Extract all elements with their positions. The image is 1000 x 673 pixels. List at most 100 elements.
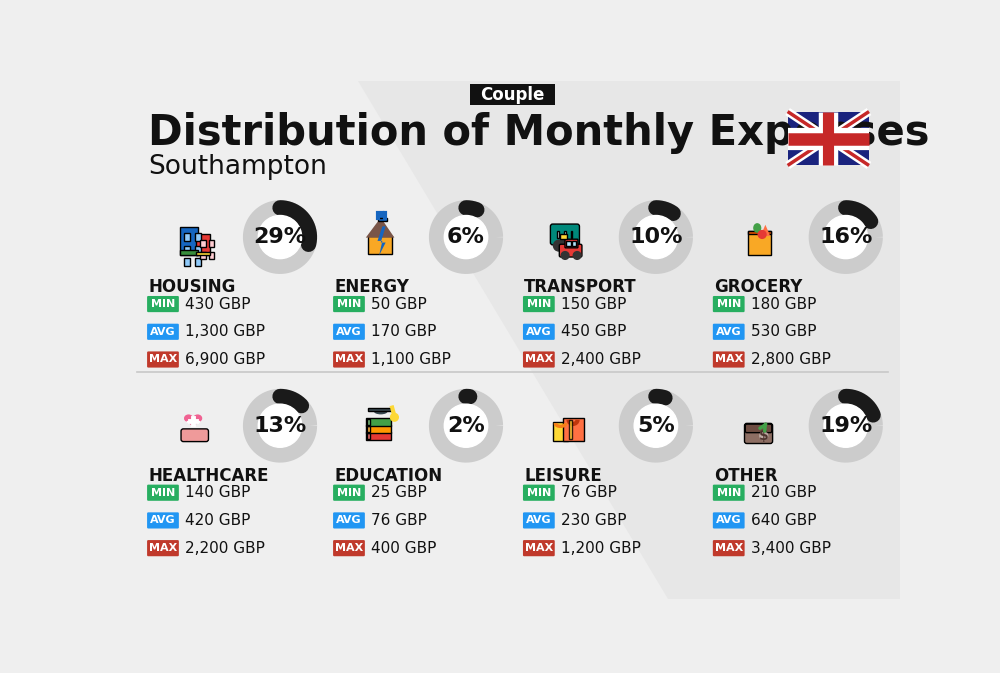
Text: 2,200 GBP: 2,200 GBP — [185, 540, 265, 556]
Text: 150 GBP: 150 GBP — [561, 297, 627, 312]
Polygon shape — [358, 81, 900, 599]
Polygon shape — [761, 225, 770, 236]
FancyBboxPatch shape — [713, 485, 745, 501]
FancyBboxPatch shape — [523, 512, 555, 528]
Text: 6,900 GBP: 6,900 GBP — [185, 352, 266, 367]
Text: MIN: MIN — [337, 299, 361, 309]
FancyBboxPatch shape — [181, 429, 208, 441]
FancyBboxPatch shape — [368, 236, 392, 254]
FancyBboxPatch shape — [553, 421, 568, 441]
FancyBboxPatch shape — [713, 351, 745, 367]
Text: 50 GBP: 50 GBP — [371, 297, 427, 312]
Text: AVG: AVG — [150, 516, 176, 526]
FancyBboxPatch shape — [378, 217, 387, 221]
Text: 5%: 5% — [637, 416, 675, 435]
Text: AVG: AVG — [336, 516, 362, 526]
FancyBboxPatch shape — [713, 540, 745, 557]
FancyBboxPatch shape — [366, 425, 391, 433]
Text: ENERGY: ENERGY — [334, 278, 409, 296]
Text: HEALTHCARE: HEALTHCARE — [148, 467, 269, 485]
Text: 76 GBP: 76 GBP — [371, 513, 427, 528]
Text: 170 GBP: 170 GBP — [371, 324, 437, 339]
Text: 2,800 GBP: 2,800 GBP — [751, 352, 831, 367]
Circle shape — [258, 215, 302, 258]
Circle shape — [824, 404, 867, 448]
Circle shape — [758, 231, 766, 238]
Text: MIN: MIN — [527, 299, 551, 309]
Text: MIN: MIN — [151, 488, 175, 498]
Text: MAX: MAX — [525, 543, 553, 553]
Text: 420 GBP: 420 GBP — [185, 513, 251, 528]
FancyBboxPatch shape — [184, 258, 190, 266]
Text: Distribution of Monthly Expenses: Distribution of Monthly Expenses — [148, 112, 930, 154]
Circle shape — [391, 413, 398, 421]
FancyBboxPatch shape — [209, 252, 214, 259]
Text: LEISURE: LEISURE — [524, 467, 602, 485]
FancyBboxPatch shape — [523, 540, 555, 557]
FancyBboxPatch shape — [470, 84, 555, 106]
FancyBboxPatch shape — [560, 234, 567, 240]
FancyBboxPatch shape — [333, 512, 365, 528]
Text: 10%: 10% — [629, 227, 683, 247]
FancyBboxPatch shape — [559, 244, 582, 257]
FancyBboxPatch shape — [368, 408, 392, 411]
FancyBboxPatch shape — [195, 234, 201, 241]
FancyBboxPatch shape — [745, 423, 773, 444]
FancyBboxPatch shape — [200, 252, 206, 259]
Text: 6%: 6% — [447, 227, 485, 247]
FancyBboxPatch shape — [195, 258, 201, 266]
FancyBboxPatch shape — [147, 296, 179, 312]
Text: 1,200 GBP: 1,200 GBP — [561, 540, 641, 556]
Polygon shape — [184, 419, 202, 427]
Text: 1,100 GBP: 1,100 GBP — [371, 352, 451, 367]
FancyBboxPatch shape — [195, 246, 201, 254]
FancyBboxPatch shape — [748, 232, 771, 234]
FancyBboxPatch shape — [572, 241, 576, 246]
Text: 2,400 GBP: 2,400 GBP — [561, 352, 641, 367]
Circle shape — [553, 240, 564, 251]
Text: MIN: MIN — [151, 299, 175, 309]
Text: 210 GBP: 210 GBP — [751, 485, 817, 500]
Text: AVG: AVG — [336, 327, 362, 336]
FancyBboxPatch shape — [333, 485, 365, 501]
Text: 530 GBP: 530 GBP — [751, 324, 817, 339]
Text: 3,400 GBP: 3,400 GBP — [751, 540, 831, 556]
FancyBboxPatch shape — [523, 351, 555, 367]
Text: 13%: 13% — [253, 416, 307, 435]
FancyBboxPatch shape — [367, 426, 370, 432]
FancyBboxPatch shape — [333, 296, 365, 312]
FancyBboxPatch shape — [565, 239, 578, 248]
Circle shape — [444, 404, 488, 448]
FancyBboxPatch shape — [184, 234, 190, 241]
FancyBboxPatch shape — [713, 324, 745, 340]
Text: 25 GBP: 25 GBP — [371, 485, 427, 500]
Circle shape — [559, 240, 570, 251]
FancyBboxPatch shape — [569, 420, 572, 439]
Text: AVG: AVG — [716, 516, 742, 526]
Text: MAX: MAX — [335, 543, 363, 553]
FancyBboxPatch shape — [147, 324, 179, 340]
Text: 450 GBP: 450 GBP — [561, 324, 627, 339]
Text: 16%: 16% — [819, 227, 872, 247]
Text: AVG: AVG — [150, 327, 176, 336]
FancyBboxPatch shape — [550, 224, 579, 245]
FancyBboxPatch shape — [180, 250, 198, 255]
FancyBboxPatch shape — [367, 433, 370, 439]
Text: 230 GBP: 230 GBP — [561, 513, 627, 528]
Circle shape — [561, 252, 569, 259]
Text: 400 GBP: 400 GBP — [371, 540, 437, 556]
Text: 29%: 29% — [253, 227, 307, 247]
FancyBboxPatch shape — [523, 324, 555, 340]
Circle shape — [634, 215, 678, 258]
FancyBboxPatch shape — [571, 231, 572, 238]
Circle shape — [573, 252, 581, 259]
FancyBboxPatch shape — [200, 240, 206, 247]
FancyBboxPatch shape — [196, 234, 210, 255]
Text: MIN: MIN — [717, 488, 741, 498]
FancyBboxPatch shape — [563, 419, 584, 441]
Circle shape — [634, 404, 678, 448]
Text: Couple: Couple — [480, 85, 545, 104]
FancyBboxPatch shape — [788, 112, 869, 166]
FancyBboxPatch shape — [333, 540, 365, 557]
Ellipse shape — [193, 415, 202, 422]
